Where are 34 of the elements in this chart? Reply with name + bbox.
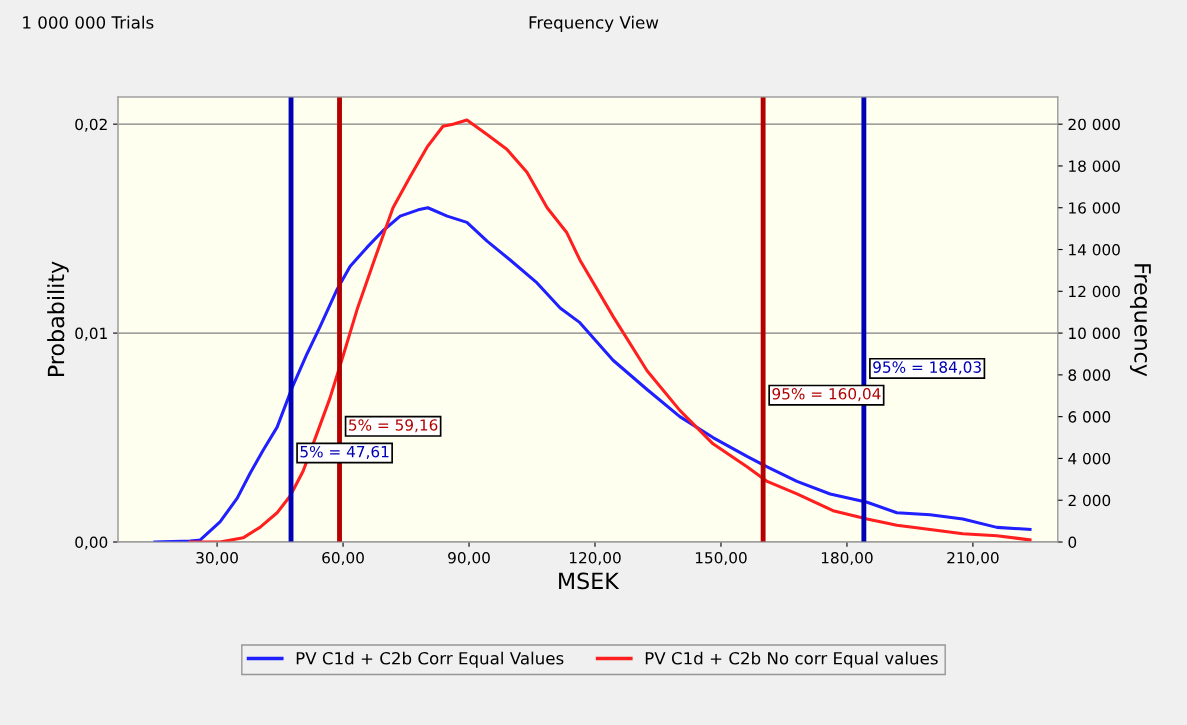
x-tick-label: 90,00 xyxy=(448,552,490,566)
y-tick-label: 0,01 xyxy=(75,327,107,341)
y-tick-label: 0,00 xyxy=(75,536,108,550)
ref-line-label: 95% = 160,04 xyxy=(772,388,881,402)
y2-tick-label: 14 000 xyxy=(1069,243,1120,256)
y2-tick-label: 20 000 xyxy=(1068,118,1120,131)
x-tick-label: 120,00 xyxy=(569,552,621,566)
ref-line-label: 5% = 47,61 xyxy=(300,445,389,459)
y2-tick-label: 2 000 xyxy=(1068,494,1111,507)
x-tick-label: 60,00 xyxy=(322,552,364,566)
x-axis-title: MSEK xyxy=(559,572,620,590)
y-axis-title: Probability xyxy=(47,261,69,377)
ref-line-label: 5% = 59,16 xyxy=(349,419,438,433)
x-tick-label: 150,00 xyxy=(695,552,747,566)
legend-label: PV C1d + C2b No corr Equal values xyxy=(645,651,938,668)
y2-axis-title: Frequency xyxy=(1129,264,1151,377)
y2-tick-label: 6 000 xyxy=(1068,411,1111,423)
x-tick-label: 180,00 xyxy=(821,552,873,566)
line-series xyxy=(188,118,1032,543)
line-series xyxy=(153,206,1032,543)
y2-tick-label: 0 xyxy=(1068,536,1077,549)
y2-tick-label: 18 000 xyxy=(1069,160,1120,172)
chart-title: Frequency View xyxy=(529,15,659,32)
y2-tick-label: 16 000 xyxy=(1069,202,1120,214)
x-tick-label: 30,00 xyxy=(196,552,238,566)
y2-tick-label: 12 000 xyxy=(1069,285,1120,298)
legend-label: PV C1d + C2b Corr Equal Values xyxy=(296,651,564,668)
y-tick-label: 0,02 xyxy=(75,118,107,132)
y2-tick-label: 4 000 xyxy=(1068,452,1111,465)
y2-tick-label: 10 000 xyxy=(1069,327,1120,340)
ref-line-label: 95% = 184,03 xyxy=(873,361,981,375)
text: 1 000 000 Trials xyxy=(23,15,154,29)
y2-tick-label: 8 000 xyxy=(1068,369,1111,381)
x-tick-label: 210,00 xyxy=(947,552,999,566)
